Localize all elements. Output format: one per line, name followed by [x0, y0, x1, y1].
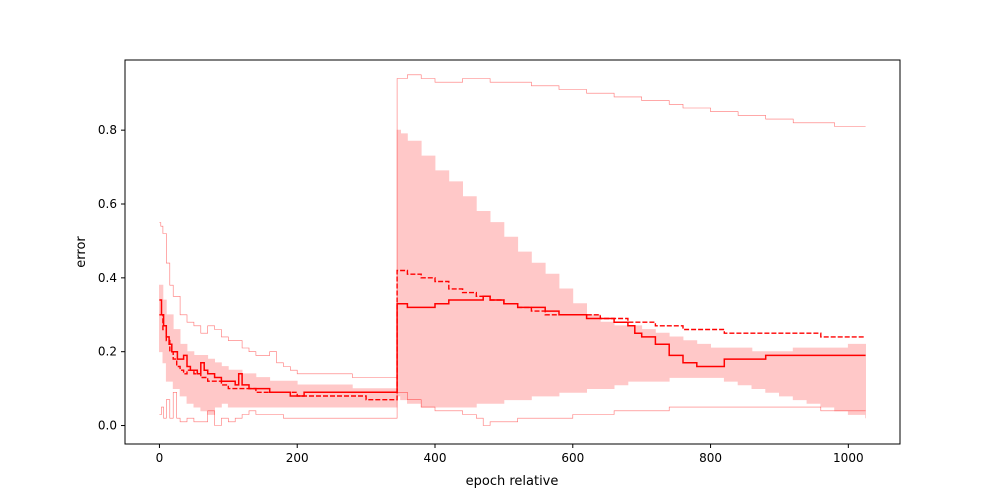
solid-series-line: [159, 295, 866, 397]
x-tick-label: 800: [699, 451, 722, 465]
x-axis-label: epoch relative: [466, 474, 559, 489]
y-tick-label: 0.6: [98, 197, 117, 211]
x-tick-label: 0: [156, 451, 164, 465]
std-band-area: [158, 129, 866, 419]
y-tick-label: 0.0: [98, 419, 117, 433]
y-axis: 0.0 0.2 0.4 0.6 0.8: [98, 123, 125, 433]
x-tick-label: 200: [286, 451, 309, 465]
dashed-series-line: [159, 269, 866, 401]
x-tick-label: 1000: [833, 451, 864, 465]
y-tick-label: 0.2: [98, 345, 117, 359]
y-tick-label: 0.8: [98, 123, 117, 137]
x-tick-label: 400: [424, 451, 447, 465]
axes-frame: [124, 59, 901, 445]
y-axis-label: error: [74, 236, 89, 268]
x-axis: 0 200 400 600 800 1000: [156, 444, 864, 465]
plot-area: [158, 74, 866, 426]
y-tick-label: 0.4: [98, 271, 117, 285]
x-tick-label: 600: [561, 451, 584, 465]
